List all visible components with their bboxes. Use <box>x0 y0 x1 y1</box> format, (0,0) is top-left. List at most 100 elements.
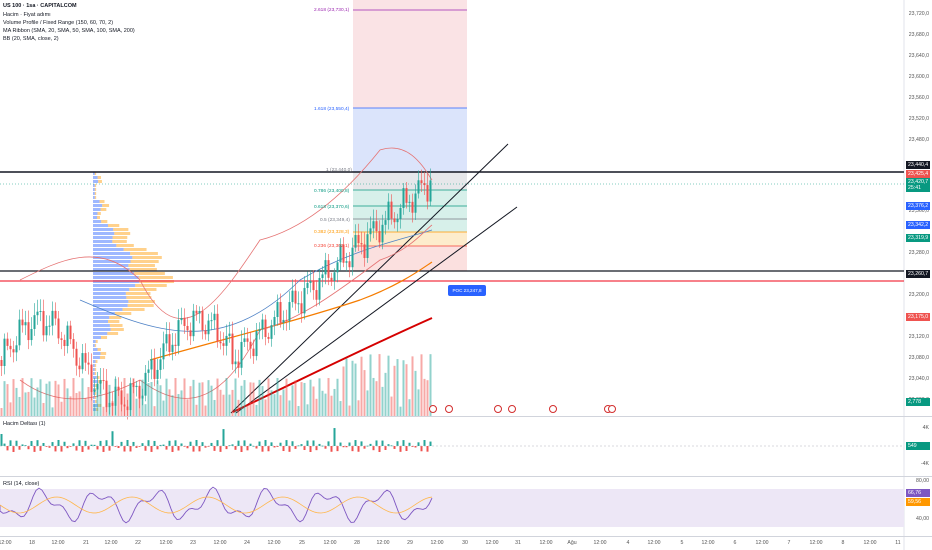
volume-bar <box>348 405 351 416</box>
delta-bar <box>108 446 111 451</box>
candle-body <box>333 272 336 281</box>
candle-body <box>216 313 219 342</box>
candle-body <box>228 333 231 336</box>
candle-body <box>399 207 402 219</box>
delta-bar <box>165 446 168 450</box>
rsi-axis-80: 80,00 <box>916 478 929 484</box>
delta-bar <box>297 445 300 447</box>
volume-profile-bar <box>93 172 95 175</box>
candle-body <box>204 330 207 335</box>
volume-bar <box>414 370 417 416</box>
volume-bar <box>162 400 165 416</box>
time-axis-label: 12:00 <box>267 540 281 546</box>
candle-body <box>276 302 279 317</box>
volume-profile-bar <box>94 172 97 175</box>
delta-bar <box>309 446 312 452</box>
candle-body <box>117 386 120 391</box>
candle-body <box>90 364 93 393</box>
time-axis-label: 12:00 <box>647 540 661 546</box>
volume-bar <box>330 395 333 416</box>
volume-profile-bar <box>135 284 167 287</box>
volume-indicator-label[interactable]: Hacim · Fiyat adımı <box>3 12 51 18</box>
volume-profile-bar <box>93 324 110 327</box>
volume-bar <box>15 387 18 416</box>
delta-bar <box>405 446 408 451</box>
candle-body <box>327 260 330 278</box>
volume-profile-bar <box>94 184 97 187</box>
volume-bar <box>171 395 174 416</box>
time-axis-label: 12:00 <box>376 540 390 546</box>
candle-body <box>357 234 360 244</box>
volume-bar <box>423 378 426 416</box>
candle-body <box>345 261 348 263</box>
candle-body <box>258 329 261 332</box>
delta-bar <box>357 446 360 452</box>
delta-bar <box>210 442 213 446</box>
volume-profile-bar <box>129 268 157 271</box>
time-axis-label: 21 <box>83 540 89 546</box>
volume-profile-bar <box>93 332 108 335</box>
pane-divider[interactable] <box>0 416 932 417</box>
delta-bar <box>57 440 60 446</box>
rsi-ma-line <box>0 496 433 514</box>
volume-bar <box>255 404 258 416</box>
rsi-panel-label[interactable]: RSI (14, close) <box>3 481 40 487</box>
volume-bar <box>267 378 270 416</box>
candle-body <box>75 348 78 366</box>
volume-profile-bar <box>97 212 101 215</box>
price-badge-support: 23,260,7 <box>906 270 930 278</box>
last-price: 23,420,7 <box>908 179 929 185</box>
delta-bar <box>48 446 51 448</box>
candle-body <box>171 344 174 352</box>
delta-bar <box>393 446 396 449</box>
volume-profile-bar <box>93 372 95 375</box>
delta-bar <box>219 446 222 452</box>
ma-ribbon-indicator-label[interactable]: MA Ribbon (SMA, 20, SMA, 50, SMA, 100, S… <box>3 28 135 34</box>
volume-bar <box>102 406 105 416</box>
volume-profile-indicator-label[interactable]: Volume Profile / Fixed Range (150, 60, 7… <box>3 20 114 26</box>
fib-label-05: 0.5 (23,349,4) <box>320 218 350 223</box>
candle-body <box>285 319 288 321</box>
volume-profile-bar <box>123 248 147 251</box>
delta-bar <box>9 440 12 446</box>
symbol-title[interactable]: US 100 · 1sa · CAPITALCOM <box>3 3 77 9</box>
volume-bar <box>363 370 366 416</box>
delta-bar <box>84 440 87 446</box>
volume-bar <box>306 404 309 416</box>
volume-profile-bar <box>94 192 97 195</box>
delta-bar <box>114 446 117 447</box>
pane-divider[interactable] <box>0 476 932 477</box>
delta-bar <box>0 434 3 446</box>
volume-bar <box>384 372 387 416</box>
time-axis-label: 29 <box>407 540 413 546</box>
volume-bar <box>402 360 405 416</box>
volume-profile-bar <box>132 256 162 259</box>
candle-body <box>393 218 396 223</box>
volume-bar <box>369 354 372 416</box>
volume-bar <box>192 379 195 416</box>
candle-body <box>405 188 408 203</box>
candle-body <box>156 369 159 379</box>
ma50-line <box>79 229 433 332</box>
candle-body <box>339 244 342 263</box>
volume-bar <box>216 378 219 416</box>
bb-indicator-label[interactable]: BB (20, SMA, close, 2) <box>3 36 59 42</box>
volume-profile-bar <box>93 228 114 231</box>
delta-bar <box>93 444 96 446</box>
volume-bar <box>69 396 72 416</box>
volume-bar <box>375 381 378 416</box>
volume-profile-bar <box>102 204 110 207</box>
volume-profile-bar <box>116 244 134 247</box>
volume-bar <box>129 390 132 416</box>
candle-body <box>396 218 399 223</box>
volume-bar <box>18 396 21 416</box>
volume-bar <box>84 398 87 416</box>
volume-bar <box>381 386 384 416</box>
volume-profile-bar <box>93 224 109 227</box>
delta-panel-label[interactable]: Hacim Deltası (1) <box>3 421 46 427</box>
volume-bar <box>150 381 153 416</box>
time-axis-label: 6 <box>733 540 737 546</box>
volume-bar <box>54 380 57 416</box>
